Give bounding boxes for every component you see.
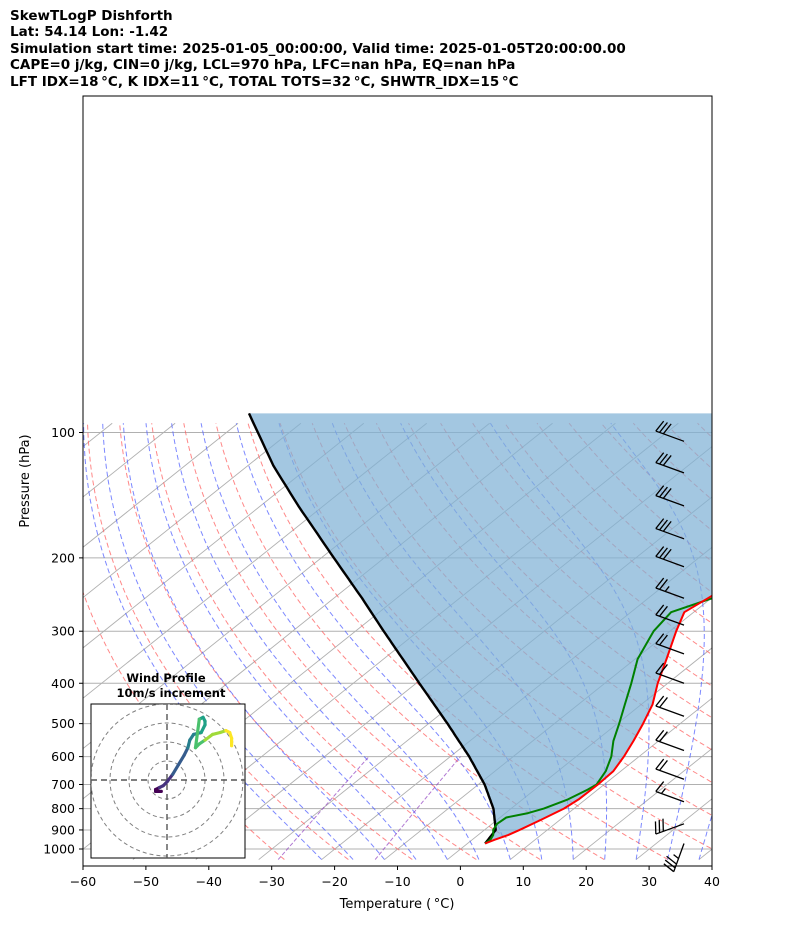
x-tick-label: −10	[384, 874, 410, 889]
wind-barb	[655, 758, 685, 780]
wind-barb	[655, 781, 685, 803]
x-tick-label: −50	[133, 874, 159, 889]
wind-barb	[654, 818, 685, 835]
wind-barb	[655, 695, 685, 717]
dry-adiabat	[151, 423, 477, 860]
wind-barb	[655, 633, 685, 655]
dry-adiabat	[730, 423, 794, 859]
y-axis-label: Pressure (hPa)	[18, 434, 33, 527]
isotherm	[572, 747, 712, 860]
time-line: Simulation start time: 2025-01-05_00:00:…	[10, 40, 626, 57]
y-tick-label: 900	[51, 822, 75, 837]
moist-adiabat	[235, 423, 511, 860]
chart-title-block: SkewTLogP Dishforth Lat: 54.14 Lon: -1.4…	[10, 8, 626, 90]
y-tick-label: 200	[51, 550, 75, 565]
wind-barb	[655, 577, 685, 599]
parcel-area-fill	[249, 413, 712, 844]
moist-adiabat	[200, 423, 480, 860]
x-tick-label: −60	[70, 874, 96, 889]
wind-barb	[655, 729, 685, 752]
x-tick-label: 0	[456, 874, 464, 889]
wind-barb	[655, 452, 685, 474]
dry-adiabat	[215, 423, 605, 860]
location-line: Lat: 54.14 Lon: -1.42	[10, 24, 169, 41]
mixing-ratio-line	[374, 756, 461, 860]
moist-adiabat	[145, 423, 417, 860]
parcel-profile-line	[247, 412, 497, 845]
isotherm	[83, 422, 176, 498]
dewpoint-line	[484, 597, 712, 845]
temperature-line	[484, 594, 712, 845]
mixing-ratio-line	[277, 756, 370, 860]
wind-barb	[655, 518, 685, 540]
y-tick-label: 400	[51, 676, 75, 691]
wind-barb	[663, 843, 685, 873]
hodograph-segment	[171, 763, 180, 776]
isotherm	[83, 422, 239, 548]
x-axis-label: Temperature ( °C)	[339, 897, 455, 912]
x-tick-label: −20	[321, 874, 347, 889]
y-tick-label: 300	[51, 624, 75, 639]
chart-title: SkewTLogP Dishforth	[10, 8, 173, 24]
moist-adiabat	[171, 423, 448, 860]
wind-barb	[655, 485, 685, 507]
y-tick-label: 800	[51, 801, 75, 816]
x-tick-label: 30	[641, 874, 657, 889]
isotherm	[83, 422, 365, 649]
y-tick-label: 500	[51, 716, 75, 731]
y-tick-label: 100	[51, 425, 75, 440]
hodograph-title: Wind Profile	[126, 671, 206, 685]
x-tick-label: −30	[259, 874, 285, 889]
x-tick-label: 40	[704, 874, 720, 889]
y-tick-label: 700	[51, 777, 75, 792]
wind-barb	[655, 420, 685, 442]
wind-barb	[655, 546, 685, 568]
hodograph-subtitle: 10m/s increment	[117, 686, 226, 700]
isotherm	[698, 848, 712, 860]
dry-adiabat	[119, 423, 413, 860]
x-tick-label: −40	[196, 874, 222, 889]
index-line: LFT IDX=18 °C, K IDX=11 °C, TOTAL TOTS=3…	[10, 73, 519, 90]
dry-adiabat	[183, 423, 541, 860]
isotherm	[510, 697, 712, 860]
dry-adiabat	[762, 423, 794, 859]
hodograph-segment	[193, 717, 201, 750]
x-tick-label: 20	[578, 874, 594, 889]
x-tick-label: 10	[515, 874, 531, 889]
y-tick-label: 1000	[43, 842, 75, 857]
cape-line: CAPE=0 j/kg, CIN=0 j/kg, LCL=970 hPa, LF…	[10, 57, 516, 74]
isotherm	[83, 422, 302, 599]
y-tick-label: 600	[51, 749, 75, 764]
wind-barb	[655, 662, 685, 684]
wind-barb	[655, 604, 685, 626]
hodograph-segment	[176, 753, 186, 767]
moist-adiabat	[102, 423, 354, 860]
